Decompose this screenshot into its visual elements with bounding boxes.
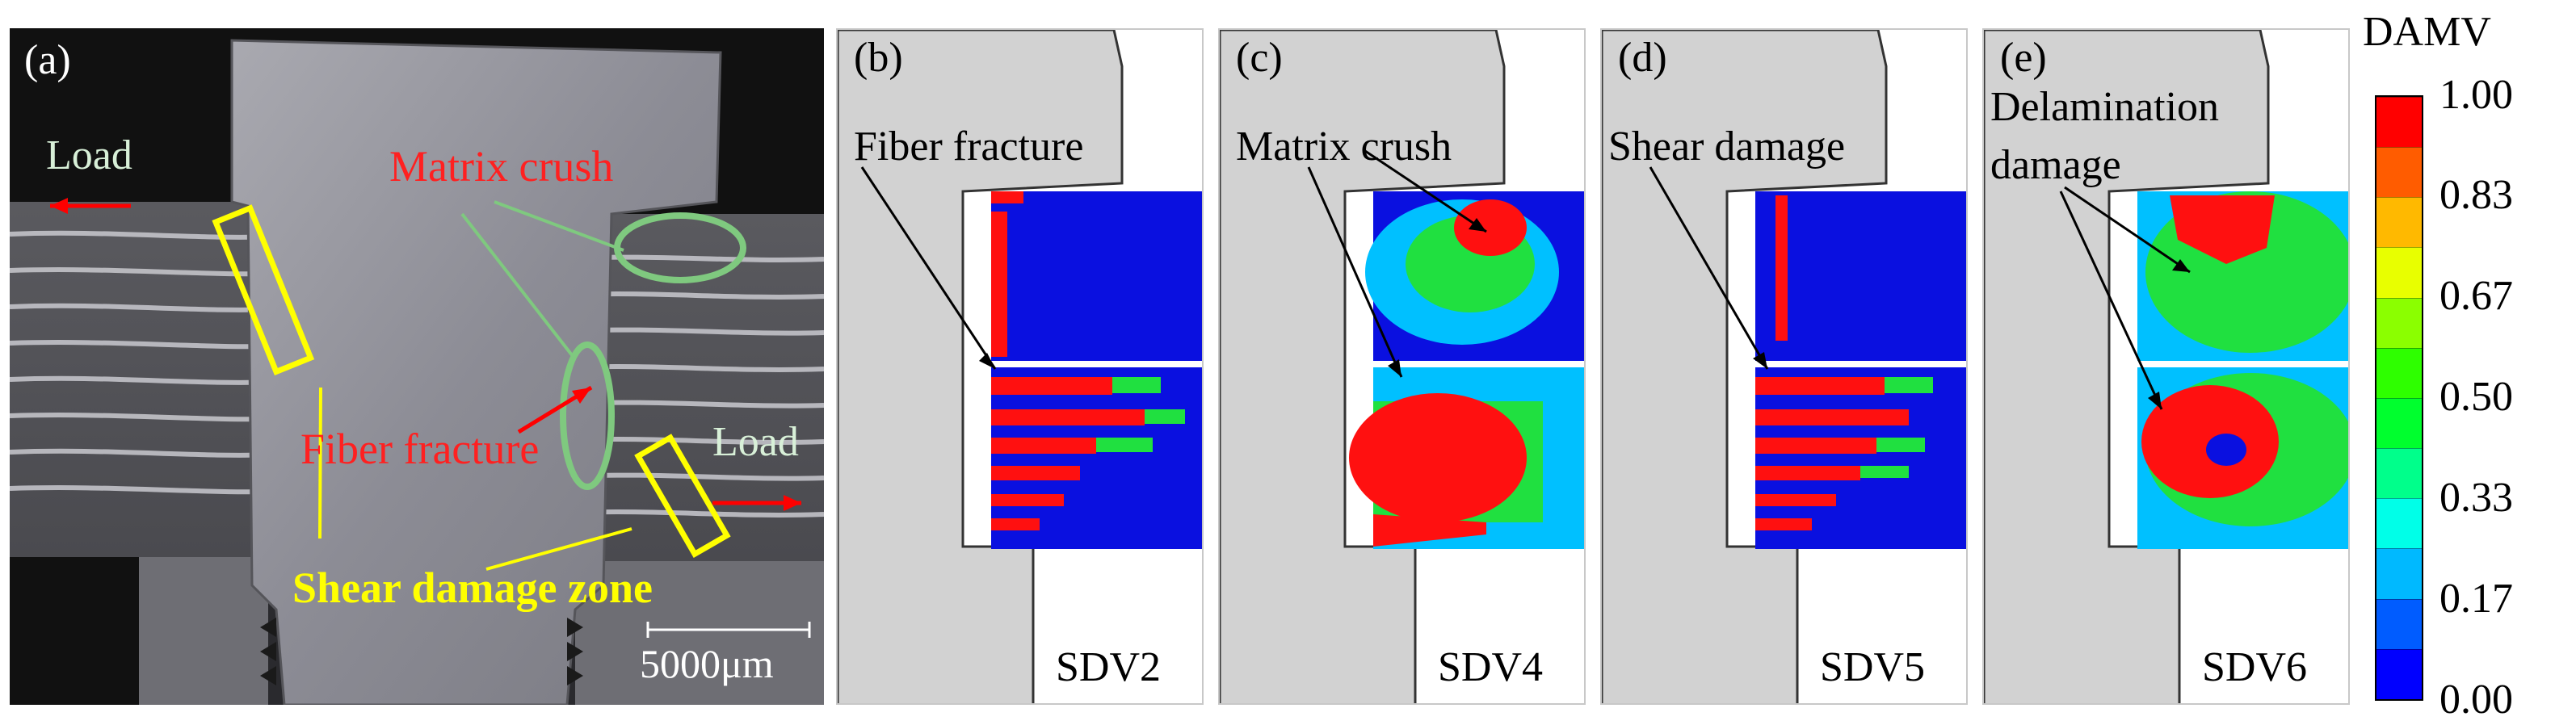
panel-e-label: (e)	[2000, 35, 2047, 81]
colorbar-swatch	[2376, 147, 2422, 198]
legend-tick: 0.00	[2439, 677, 2513, 723]
colorbar-swatch	[2376, 448, 2422, 499]
panel-d-simulation: (d) Shear damage SDV5	[1600, 28, 1968, 705]
legend-tick: 0.83	[2439, 172, 2513, 218]
panel-a-label: (a)	[24, 37, 71, 83]
shear-zone-right	[634, 434, 731, 559]
panel-b-simulation: (b) Fiber fracture SDV2	[836, 28, 1204, 705]
panel-c-label: (c)	[1236, 35, 1283, 81]
legend-tick: 1.00	[2439, 72, 2513, 118]
colorbar-swatch	[2376, 347, 2422, 398]
colorbar-swatch	[2376, 598, 2422, 649]
shear-zone-left	[212, 204, 315, 375]
colorbar-swatch	[2376, 197, 2422, 248]
colorbar-swatch	[2376, 548, 2422, 599]
legend-ticks: 1.00 0.83 0.67 0.50 0.33 0.17 0.00	[2359, 0, 2576, 725]
colorbar-swatch	[2376, 498, 2422, 549]
legend-title: DAMV	[2363, 9, 2491, 55]
panel-e-variable: SDV6	[2202, 644, 2308, 690]
colorbar-swatch	[2376, 297, 2422, 348]
panel-a-micrograph: (a) Load Load Matrix crush Fiber fractur…	[10, 28, 824, 705]
colorbar-swatch	[2376, 247, 2422, 298]
panel-b-annotation: Fiber fracture	[854, 124, 1084, 170]
panel-d-annotation: Shear damage	[1608, 124, 1846, 170]
panel-c-annotation: Matrix crush	[1236, 124, 1452, 170]
load-right-label: Load	[712, 419, 799, 465]
fiber-fracture-label: Fiber fracture	[300, 425, 540, 473]
panel-d-label: (d)	[1618, 35, 1667, 81]
panel-c-contour	[1220, 30, 1584, 703]
panel-b-contour	[838, 30, 1202, 703]
panel-c-simulation: (c) Matrix crush SDV4	[1218, 28, 1586, 705]
panel-b-variable: SDV2	[1056, 644, 1162, 690]
scale-bar-label: 5000μm	[640, 641, 774, 686]
legend-colorbar	[2375, 95, 2423, 701]
damv-legend: DAMV 1.00 0.83 0.67 0.50 0.33 0.17 0.00	[2359, 0, 2576, 725]
panel-e-contour	[1984, 30, 2348, 703]
left-laminate	[10, 202, 277, 557]
panel-c-variable: SDV4	[1438, 644, 1544, 690]
legend-tick: 0.17	[2439, 576, 2513, 622]
panel-e-simulation: (e) Delamination damage SDV6	[1982, 28, 2350, 705]
legend-tick: 0.50	[2439, 374, 2513, 420]
panel-d-variable: SDV5	[1820, 644, 1926, 690]
shear-damage-zone-label: Shear damage zone	[292, 564, 653, 612]
fiber-fracture-ellipse	[560, 342, 615, 490]
panel-e-annotation: Delamination damage	[1990, 84, 2220, 188]
colorbar-swatch	[2376, 397, 2422, 449]
panel-d-contour	[1602, 30, 1966, 703]
legend-tick: 0.33	[2439, 475, 2513, 521]
colorbar-swatch	[2376, 648, 2422, 699]
micrograph-image	[10, 39, 824, 705]
colorbar-swatch	[2376, 96, 2422, 148]
panel-b-label: (b)	[854, 35, 903, 81]
matrix-crush-label: Matrix crush	[389, 142, 614, 191]
legend-tick: 0.67	[2439, 273, 2513, 319]
load-left-label: Load	[46, 132, 132, 178]
